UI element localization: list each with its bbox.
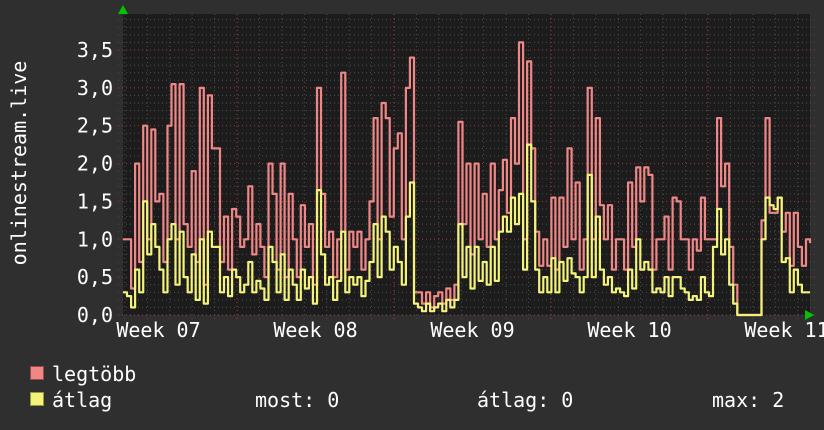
stat-max: max: 2: [712, 388, 785, 412]
stat-most: most: 0: [255, 388, 340, 412]
x-tick-label: Week 10: [587, 318, 671, 342]
stat-atlag: átlag: 0: [477, 388, 574, 412]
legend-swatch-atlag: [30, 392, 44, 406]
legend-label-legtobb: legtöbb: [52, 362, 137, 386]
y-tick-label: 3,0: [77, 76, 113, 100]
y-tick-label: 2,5: [77, 114, 113, 138]
x-axis-arrow-icon: [805, 310, 814, 320]
y-tick-label: 1,0: [77, 227, 113, 251]
x-tick-label: Week 11: [744, 318, 824, 342]
y-axis-arrow-icon: [118, 5, 128, 14]
x-tick-label: Week 07: [116, 318, 200, 342]
y-tick-label: 3,5: [77, 38, 113, 62]
y-tick-label: 0,0: [77, 303, 113, 327]
y-tick-label: 0,5: [77, 265, 113, 289]
legend-label-atlag: átlag: [52, 388, 113, 412]
series-line-legtobb: [123, 41, 812, 317]
legend-swatch-legtobb: [30, 366, 44, 380]
y-tick-label: 2,0: [77, 152, 113, 176]
y-tick-label: 1,5: [77, 189, 113, 213]
x-tick-label: Week 09: [430, 318, 514, 342]
data-series: [123, 41, 812, 317]
series-line-atlag: [123, 143, 810, 317]
x-tick-label: Week 08: [273, 318, 357, 342]
